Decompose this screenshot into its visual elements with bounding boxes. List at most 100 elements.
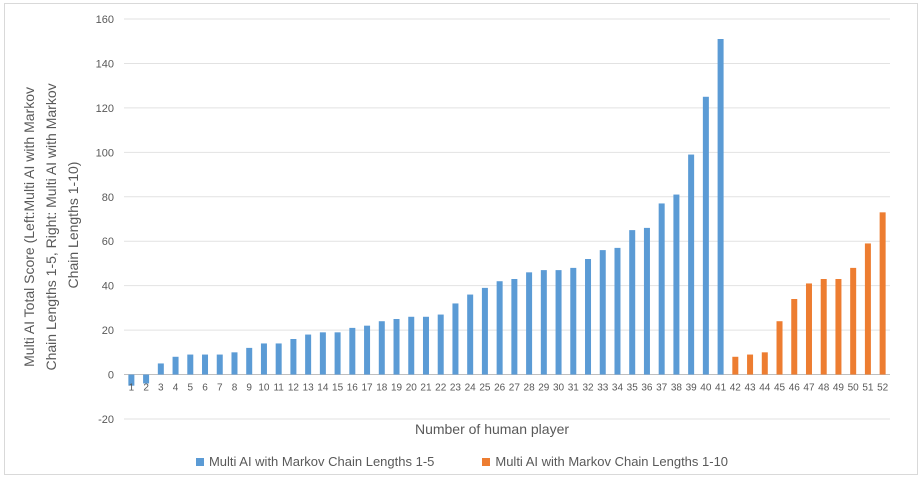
x-tick-label: 29 [538, 383, 550, 394]
bar-series-1-player-1 [128, 374, 135, 386]
bar-series-1-player-5 [187, 354, 194, 375]
bar-series-1-player-27 [511, 279, 518, 375]
legend-item-series-2: Multi AI with Markov Chain Lengths 1-10 [482, 454, 728, 469]
x-tick-label: 43 [744, 383, 756, 394]
bar-series-1-player-33 [599, 250, 606, 375]
bar-series-1-player-25 [481, 287, 488, 375]
x-tick-label: 26 [494, 383, 506, 394]
y-tick-label: 140 [96, 58, 114, 70]
bar-series-2-player-52 [879, 212, 886, 375]
bar-series-1-player-19 [393, 319, 400, 375]
x-tick-label: 51 [862, 383, 874, 394]
x-tick-label: 32 [582, 383, 594, 394]
x-tick-label: 17 [361, 383, 373, 394]
x-tick-label: 9 [246, 383, 252, 394]
legend: Multi AI with Markov Chain Lengths 1-5 M… [0, 454, 924, 469]
x-tick-label: 7 [217, 383, 223, 394]
x-axis-ticks: 1 2 3 4 5 6 7 8 9 10 11 12 13 14 15 16 17 18 19 20 21 22 23 24 2… [129, 383, 889, 394]
x-tick-label: 41 [715, 383, 727, 394]
x-tick-label: 6 [202, 383, 208, 394]
x-tick-label: 37 [656, 383, 668, 394]
x-tick-label: 42 [730, 383, 742, 394]
legend-label-series-1: Multi AI with Markov Chain Lengths 1-5 [208, 454, 435, 469]
bar-series-1-player-20 [408, 316, 415, 375]
bar-series-1-player-11 [275, 343, 282, 375]
bar-series-2-player-43 [747, 354, 754, 375]
x-tick-label: 13 [303, 383, 315, 394]
bar-series-2-player-42 [732, 356, 739, 375]
x-tick-label: 49 [833, 383, 845, 394]
x-tick-label: 15 [332, 383, 344, 394]
bar-series-1-player-13 [305, 334, 312, 375]
y-axis-title-line-2: Chain Lengths 1-5, Right: Multi AI with … [43, 83, 59, 370]
bar-series-1-player-4 [172, 356, 179, 375]
x-tick-label: 33 [597, 383, 609, 394]
x-tick-label: 52 [877, 383, 889, 394]
x-tick-label: 22 [435, 383, 447, 394]
x-tick-label: 24 [465, 383, 477, 394]
bar-series-1-player-17 [364, 325, 371, 375]
y-tick-label: 0 [108, 370, 114, 382]
bar-series-2-player-47 [805, 283, 812, 375]
bar-series-1-player-14 [319, 332, 326, 375]
x-tick-label: 11 [273, 383, 284, 394]
y-tick-label: 120 [96, 103, 114, 115]
x-tick-label: 45 [774, 383, 786, 394]
bar-series-1-player-18 [378, 321, 385, 375]
bar-series-1-player-29 [540, 270, 547, 375]
bar-series-1-player-34 [614, 247, 621, 375]
x-tick-label: 23 [450, 383, 462, 394]
bar-series-2-player-48 [820, 279, 827, 375]
y-axis-title: Multi AI Total Score (Left:Multi AI with… [21, 79, 81, 370]
y-tick-label: 160 [96, 14, 114, 26]
x-axis-title: Number of human player [415, 421, 569, 437]
legend-swatch-series-1 [195, 457, 204, 466]
bar-series-1-player-37 [658, 203, 665, 375]
bar-series-2-player-44 [761, 352, 768, 375]
y-axis-ticks: -20 0 20 40 60 80 100 120 140 160 [96, 14, 114, 426]
bar-series-1-player-36 [643, 227, 650, 375]
bar-series-1-player-26 [496, 281, 503, 375]
x-tick-label: 10 [258, 383, 270, 394]
bar-series-1-player-38 [673, 194, 680, 375]
bar-series-2-player-45 [776, 321, 783, 375]
bar-series-1-player-16 [349, 327, 356, 375]
x-tick-label: 31 [568, 383, 580, 394]
bar-series-1-player-24 [467, 294, 474, 375]
y-axis-title-line-1: Multi AI Total Score (Left:Multi AI with… [21, 87, 37, 367]
chart-frame [4, 3, 918, 475]
x-tick-label: 19 [391, 383, 403, 394]
bar-series-1-player-2 [143, 374, 150, 384]
bar-series-1-player-23 [452, 303, 459, 375]
bar-series-1-player-31 [570, 267, 577, 375]
bar-series-1-player-35 [629, 230, 636, 375]
x-tick-label: 30 [553, 383, 565, 394]
gridlines [124, 18, 890, 420]
x-tick-label: 39 [686, 383, 698, 394]
x-tick-label: 8 [232, 383, 238, 394]
x-tick-label: 25 [479, 383, 491, 394]
legend-label-series-2: Multi AI with Markov Chain Lengths 1-10 [495, 454, 729, 469]
x-tick-label: 27 [509, 383, 521, 394]
y-tick-label: 100 [96, 147, 114, 159]
bar-series-1-player-15 [334, 332, 341, 375]
bar-series-1-player-7 [216, 354, 223, 375]
bar-series-2-player-50 [850, 267, 857, 375]
x-tick-label: 4 [173, 383, 179, 394]
x-tick-label: 14 [317, 383, 329, 394]
x-tick-label: 18 [376, 383, 388, 394]
y-tick-label: 40 [102, 281, 114, 293]
bar-series-1-player-28 [526, 272, 533, 375]
x-tick-label: 16 [347, 383, 359, 394]
x-tick-label: 21 [420, 383, 432, 394]
bar-series-1-player-10 [260, 343, 267, 375]
x-tick-label: 46 [789, 383, 801, 394]
bar-series-1-player-6 [202, 354, 209, 375]
bar-series-1-player-41 [717, 39, 724, 375]
x-tick-label: 36 [641, 383, 653, 394]
y-tick-label: 80 [102, 192, 114, 204]
x-tick-label: 20 [406, 383, 418, 394]
bars [128, 39, 886, 386]
x-tick-label: 40 [700, 383, 712, 394]
